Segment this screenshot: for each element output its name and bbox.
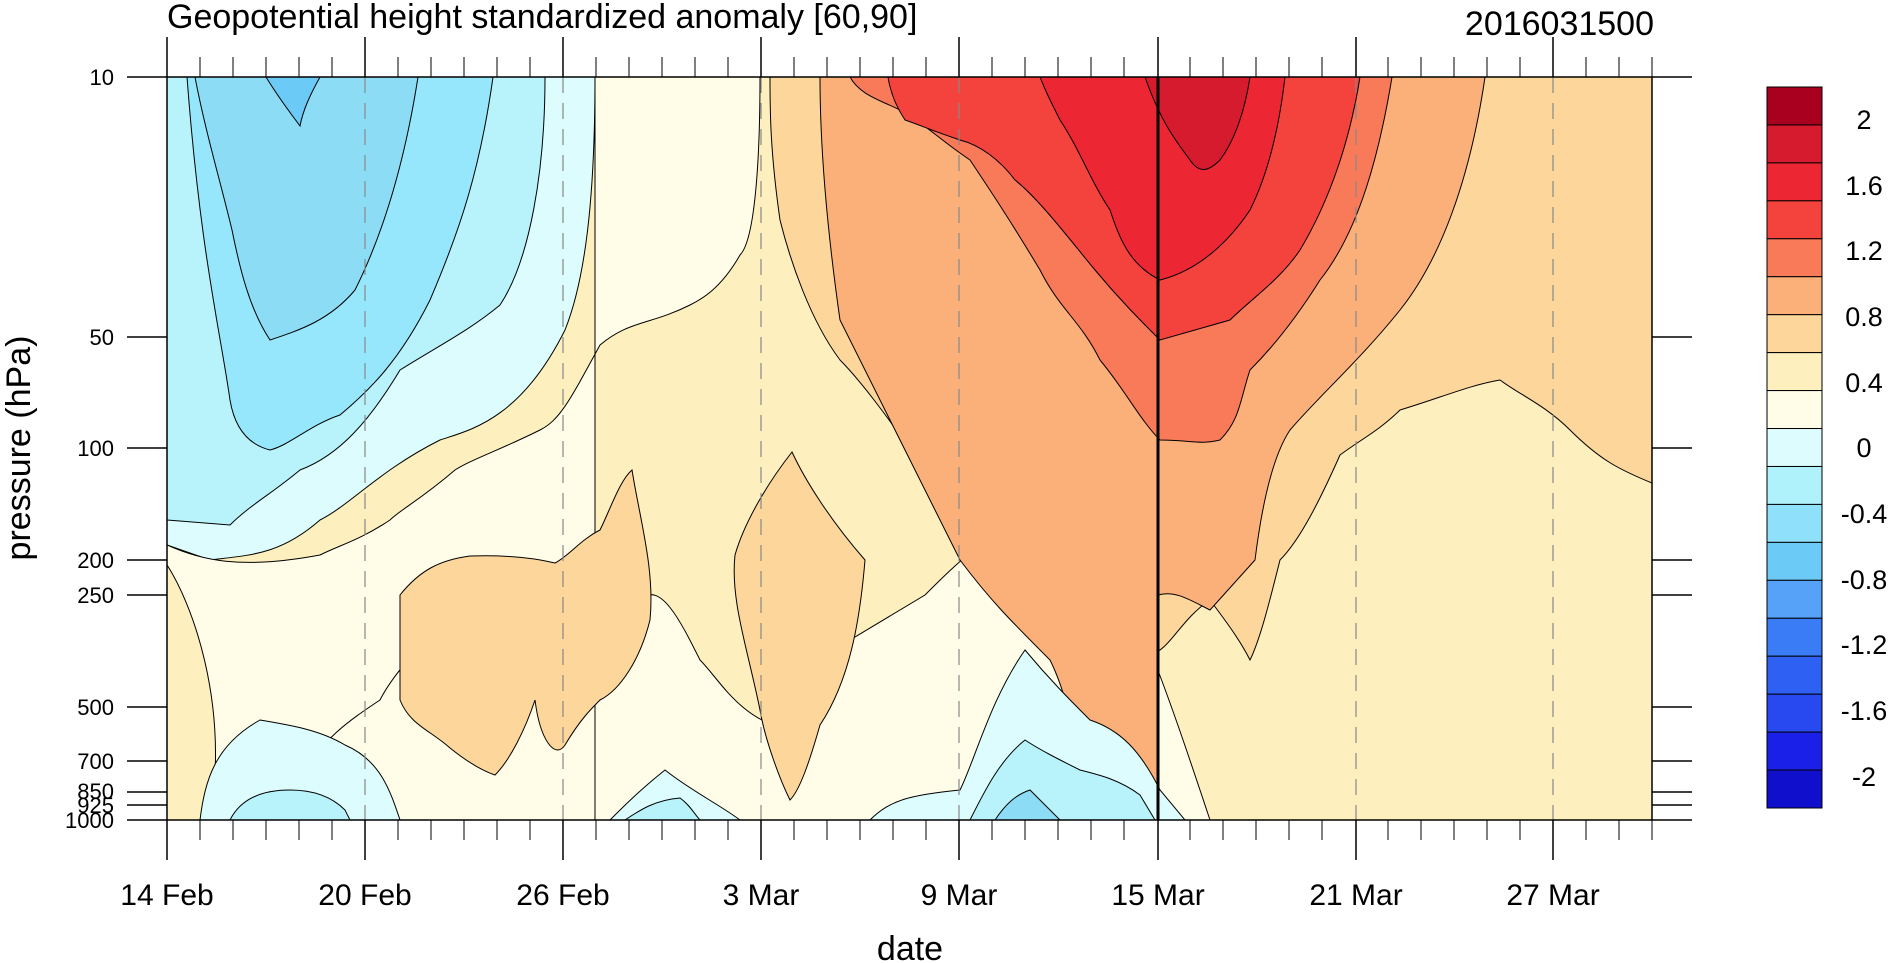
colorbar-label-2: 2 — [1856, 105, 1871, 135]
colorbar-label-1-6: 1.6 — [1845, 171, 1883, 201]
colorbar-label-1-2: 1.2 — [1845, 236, 1883, 266]
contour-fill-pos-trop-1 — [399, 469, 652, 776]
contour-fill-neg-lower-7 — [994, 789, 1061, 820]
colorbar-label-0-4: 0.4 — [1845, 368, 1883, 398]
colorbar-swatch — [1766, 541, 1823, 581]
x-axis — [166, 37, 1554, 860]
y-label-500: 500 — [77, 695, 114, 720]
colorbar-swatch — [1766, 769, 1823, 809]
y-label-100: 100 — [77, 436, 114, 461]
y-tick-labels: 10 50 100 200 250 500 700 850 925 1000 — [65, 65, 114, 833]
x-label-26-feb: 26 Feb — [516, 879, 609, 912]
colorbar-swatch — [1766, 124, 1823, 164]
y-label-10: 10 — [90, 65, 114, 90]
colorbar-swatch — [1766, 162, 1823, 202]
x-label-9-mar: 9 Mar — [921, 879, 998, 912]
y-axis-title: pressure (hPa) — [0, 336, 38, 561]
colorbar-label-neg-1-2: -1.2 — [1841, 630, 1888, 660]
x-label-27-mar: 27 Mar — [1506, 879, 1599, 912]
colorbar — [1766, 86, 1823, 809]
colorbar-swatch — [1766, 731, 1823, 771]
x-label-20-feb: 20 Feb — [318, 879, 411, 912]
x-label-14-feb: 14 Feb — [120, 879, 213, 912]
chart-title: Geopotential height standardized anomaly… — [167, 0, 917, 36]
contour-fill-neg-core — [265, 77, 321, 128]
colorbar-swatch — [1766, 314, 1823, 354]
colorbar-label-neg-0-4: -0.4 — [1841, 499, 1888, 529]
colorbar-label-neg-2: -2 — [1852, 762, 1876, 792]
colorbar-swatch — [1766, 276, 1823, 316]
colorbar-swatch — [1766, 428, 1823, 467]
colorbar-swatch — [1766, 617, 1823, 657]
y-label-850: 850 — [77, 779, 114, 804]
x-label-21-mar: 21 Mar — [1309, 879, 1402, 912]
x-label-15-mar: 15 Mar — [1111, 879, 1204, 912]
colorbar-swatch — [1766, 693, 1823, 733]
colorbar-labels: 2 1.6 1.2 0.8 0.4 0 -0.4 -0.8 -1.2 -1.6 … — [1841, 105, 1888, 792]
y-label-700: 700 — [77, 749, 114, 774]
colorbar-label-neg-0-8: -0.8 — [1841, 565, 1888, 595]
y-label-1000: 1000 — [65, 808, 114, 833]
colorbar-swatch — [1766, 465, 1823, 505]
colorbar-label-0: 0 — [1856, 433, 1871, 463]
colorbar-swatch — [1766, 200, 1823, 240]
y-label-200: 200 — [77, 548, 114, 573]
colorbar-swatch — [1766, 352, 1823, 392]
colorbar-swatch — [1766, 655, 1823, 695]
x-axis-title: date — [877, 930, 943, 963]
x-label-3-mar: 3 Mar — [723, 879, 800, 912]
colorbar-label-0-8: 0.8 — [1845, 302, 1883, 332]
x-tick-labels: 14 Feb 20 Feb 26 Feb 3 Mar 9 Mar 15 Mar … — [120, 879, 1599, 912]
date-label: 2016031500 — [1465, 5, 1654, 43]
colorbar-swatch — [1766, 238, 1823, 278]
y-label-50: 50 — [90, 325, 114, 350]
contour-fill-neg-lower-4 — [624, 797, 701, 820]
colorbar-swatch — [1766, 86, 1823, 126]
contour-fill-neg-lower-2 — [229, 789, 351, 820]
colorbar-label-neg-1-6: -1.6 — [1841, 696, 1888, 726]
colorbar-swatch — [1766, 579, 1823, 619]
contour-fill-neg-lower-1 — [199, 719, 401, 820]
plot-area — [167, 77, 1652, 820]
date-gridlines — [364, 77, 1554, 820]
colorbar-swatch — [1766, 390, 1823, 430]
y-label-925: 925 — [77, 793, 114, 818]
colorbar-swatch — [1766, 503, 1823, 543]
contour-fill-pos-trop-2 — [733, 451, 866, 801]
contour-fill-neg-3 — [194, 77, 419, 341]
x-minor-ticks — [199, 57, 1653, 840]
y-axis — [127, 76, 1692, 821]
y-label-250: 250 — [77, 583, 114, 608]
contour-fill-neg-lower-3 — [609, 769, 741, 820]
contour-fill-pos-1-8 — [1144, 77, 1251, 170]
